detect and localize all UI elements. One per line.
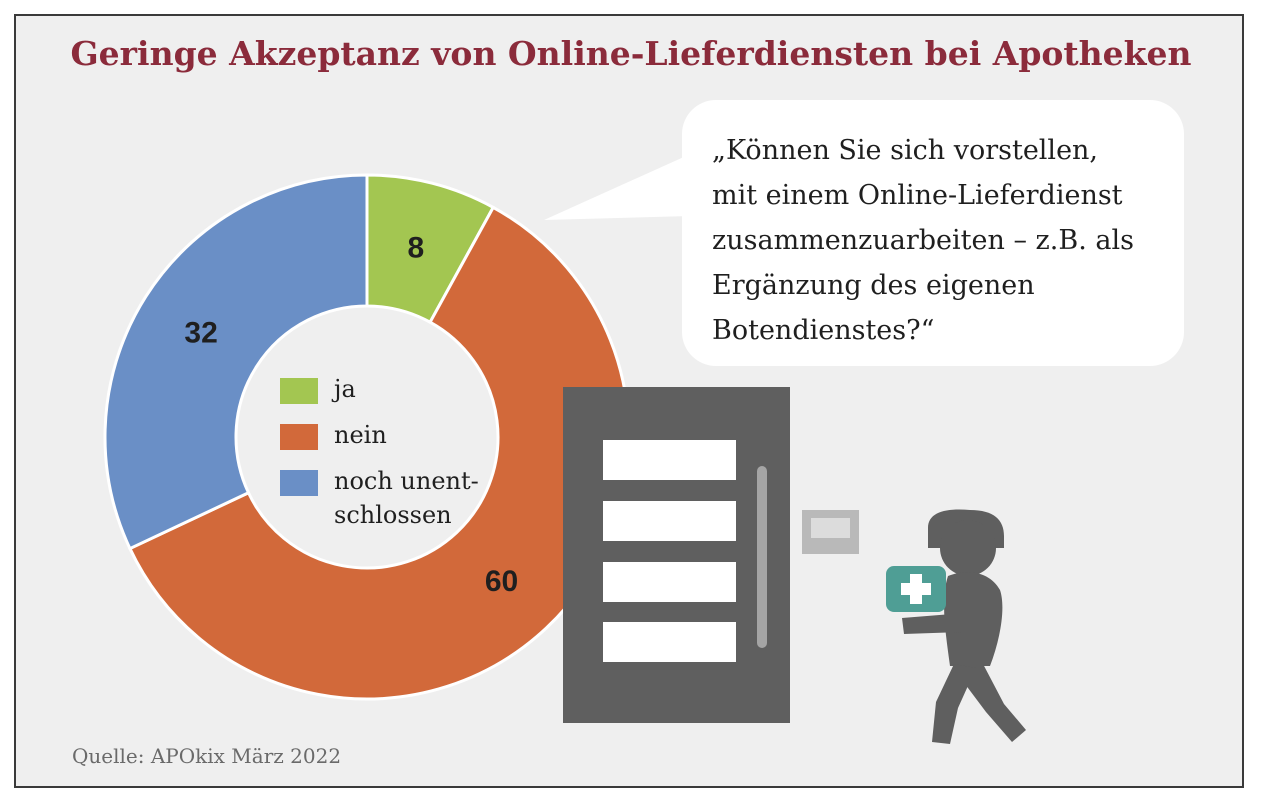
legend-label-nein: nein xyxy=(334,421,387,449)
data-label-unentschlossen: 32 xyxy=(184,317,217,350)
data-label-nein: 60 xyxy=(485,565,518,598)
speech-bubble-tail xyxy=(544,156,690,220)
legend-swatch-unentschlossen xyxy=(280,470,318,496)
delivery-person-icon xyxy=(902,509,1026,744)
doorbell-icon xyxy=(802,510,859,554)
source-note: Quelle: APOkix März 2022 xyxy=(72,744,342,768)
speech-bubble-icon xyxy=(682,100,1184,366)
legend-swatch-ja xyxy=(280,378,318,404)
chart-title: Geringe Akzeptanz von Online-Lieferdiens… xyxy=(70,34,1192,73)
legend-label-ja: ja xyxy=(334,375,356,403)
donut-slice-unentschlossen xyxy=(103,173,369,551)
data-label-ja: 8 xyxy=(408,232,425,265)
door-icon xyxy=(563,387,790,723)
legend-label-unentschlossen: noch unent- schlossen xyxy=(334,467,479,529)
medical-box-icon xyxy=(886,566,946,612)
legend-swatch-nein xyxy=(280,424,318,450)
survey-question: „Können Sie sich vorstellen, mit einem O… xyxy=(712,135,1134,346)
